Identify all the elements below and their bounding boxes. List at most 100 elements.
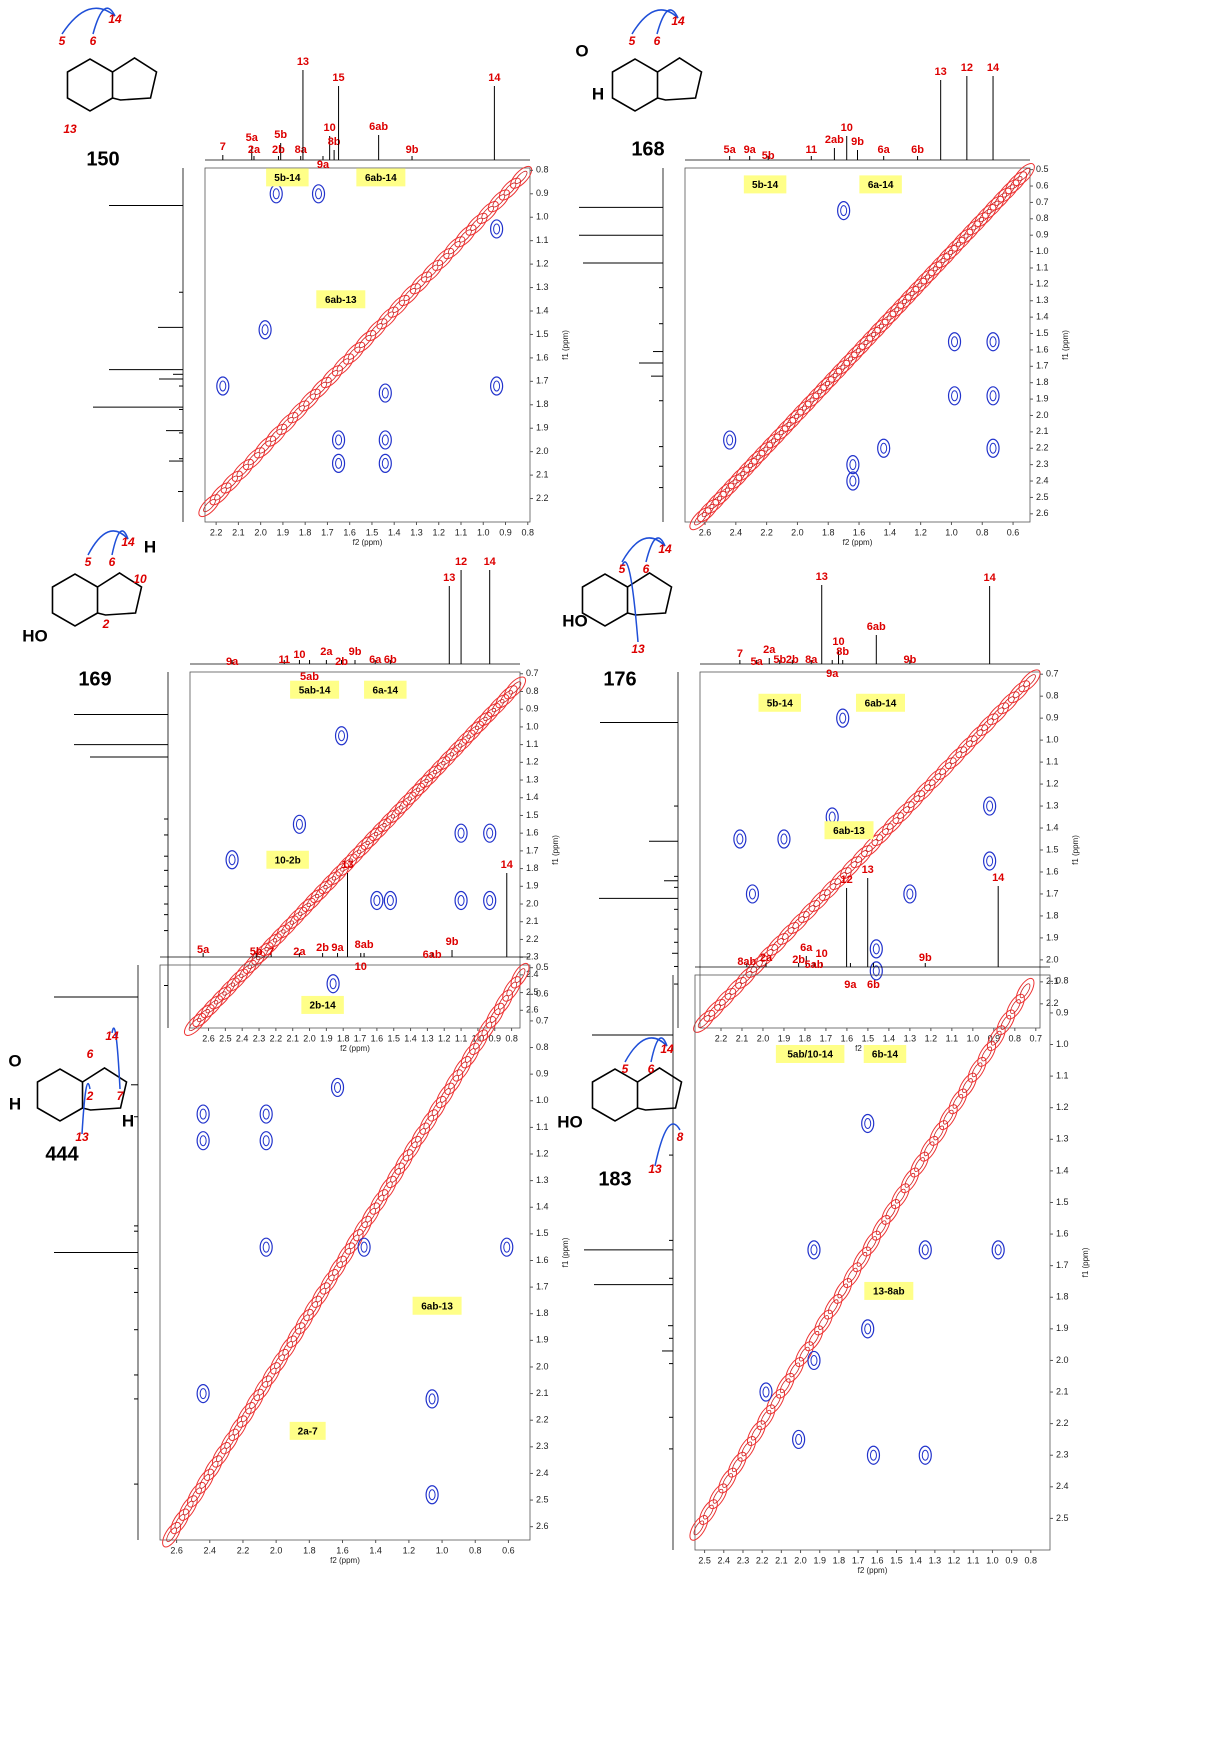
diagonal-contour	[1017, 167, 1031, 182]
diagonal-contour	[432, 761, 446, 775]
diagonal-contour	[1007, 680, 1031, 704]
diagonal-contour	[991, 707, 1005, 721]
cross-peak	[723, 430, 737, 450]
y-tick-label: 2.0	[526, 898, 539, 908]
diagonal-contour	[231, 458, 254, 482]
diagonal-contour	[981, 195, 1005, 219]
correlation-label: 6ab-13	[421, 1301, 453, 1312]
x-tick-label: 2.2	[756, 1555, 769, 1565]
x-tick-label: 1.8	[337, 1033, 350, 1043]
x-tick-label: 2.2	[760, 527, 773, 537]
y-tick-label: 2.0	[1046, 954, 1059, 964]
diagonal-contour	[774, 417, 797, 441]
y-tick-label: 1.0	[526, 721, 539, 731]
diagonal-contour	[886, 817, 900, 831]
diagonal-contour	[881, 1199, 901, 1225]
correlation-box	[412, 1296, 462, 1315]
cross-peak-core	[381, 434, 389, 446]
x-tick-label: 0.6	[502, 1545, 515, 1555]
diagonal-contour	[844, 861, 858, 875]
peak-label: 10	[832, 636, 844, 648]
x-axis-label: f2 (ppm)	[858, 1566, 888, 1575]
peak-label: 11	[278, 654, 290, 666]
diagonal-contour	[720, 474, 743, 498]
y-tick-label: 1.2	[536, 1148, 549, 1158]
diagonal-contour	[1009, 176, 1023, 190]
plot-frame	[204, 167, 531, 523]
y-tick-label: 1.6	[1046, 866, 1059, 876]
diagonal-contour	[470, 217, 483, 231]
diagonal-contour	[804, 1325, 824, 1352]
structure-ring	[66, 58, 114, 112]
correlation-box	[824, 821, 874, 840]
diagonal-contour	[693, 1009, 716, 1033]
diagonal-contour	[414, 276, 428, 290]
diagonal-contour	[962, 1078, 973, 1093]
diagonal-contour	[220, 470, 243, 494]
diagonal-contour	[510, 962, 530, 989]
diagonal-contour	[798, 900, 821, 923]
diagonal-contour	[336, 1242, 356, 1268]
diagonal-contour	[281, 920, 294, 934]
diagonal-contour	[737, 1436, 757, 1462]
diagonal-contour	[724, 479, 738, 493]
diagonal-contour	[382, 814, 395, 828]
cross-peak	[861, 1319, 875, 1339]
diagonal-contour	[1010, 999, 1021, 1015]
diagonal-contour	[917, 274, 931, 288]
diagonal-contour	[731, 1457, 743, 1473]
correlation-box	[758, 693, 802, 712]
y-tick-label: 0.9	[536, 188, 549, 198]
diagonal-contour	[809, 389, 823, 403]
diagonal-contour	[902, 290, 915, 305]
diagonal-contour	[801, 397, 815, 411]
diagonal-contour	[251, 942, 274, 966]
diagonal-contour	[1000, 1014, 1012, 1030]
diagonal-contour	[825, 372, 838, 386]
diagonal-contour	[444, 1069, 464, 1095]
peak-label: 9b	[919, 952, 932, 964]
y-tick-label: 1.4	[526, 792, 539, 802]
y-tick-label: 1.1	[1036, 262, 1049, 272]
x-tick-label: 2.6	[202, 1033, 215, 1043]
diagonal-contour	[236, 1402, 256, 1428]
x-tick-label: 1.9	[277, 527, 290, 537]
diagonal-contour	[820, 367, 843, 391]
correlation-box	[266, 168, 309, 187]
y-tick-label: 2.3	[526, 952, 539, 962]
diagonal-contour	[829, 867, 852, 891]
x-axis-label: f2 (ppm)	[340, 1044, 370, 1053]
y-axis-label: f1 (ppm)	[561, 330, 570, 360]
y-tick-label: 1.2	[1046, 778, 1059, 788]
x-tick-label: 0.9	[499, 527, 512, 537]
correlation-label: 5ab-14	[299, 685, 331, 696]
x-tick-label: 2.4	[730, 527, 743, 537]
diagonal-contour	[708, 1003, 722, 1017]
y-tick-label: 0.7	[1046, 669, 1059, 679]
peak-label: 12	[961, 62, 973, 74]
y-tick-label: 1.7	[1046, 888, 1059, 898]
diagonal-contour	[293, 897, 316, 921]
cross-peak	[869, 939, 883, 959]
diagonal-contour	[358, 334, 372, 349]
diagonal-contour	[211, 1442, 231, 1468]
diagonal-contour	[866, 318, 889, 342]
x-tick-label: 2.6	[699, 527, 712, 537]
structure-label: HO	[22, 626, 48, 645]
y-tick-label: 0.8	[1036, 213, 1049, 223]
x-tick-label: 1.7	[852, 1555, 865, 1565]
diagonal-contour	[689, 1515, 709, 1541]
peak-label: 10	[841, 122, 853, 134]
x-tick-label: 0.7	[1030, 1033, 1043, 1043]
peak-label: 2a	[248, 144, 261, 156]
diagonal-contour	[361, 1202, 381, 1229]
y-tick-label: 1.8	[1046, 910, 1059, 920]
correlation-label: 6a-14	[373, 685, 399, 696]
diagonal-contour	[766, 933, 789, 956]
diagonal-contour	[236, 463, 250, 477]
diagonal-contour	[732, 471, 746, 485]
y-tick-label: 2.2	[536, 1415, 549, 1425]
structure-label: HO	[562, 611, 588, 630]
y-tick-label: 2.1	[1036, 426, 1049, 436]
diagonal-contour	[432, 247, 455, 271]
